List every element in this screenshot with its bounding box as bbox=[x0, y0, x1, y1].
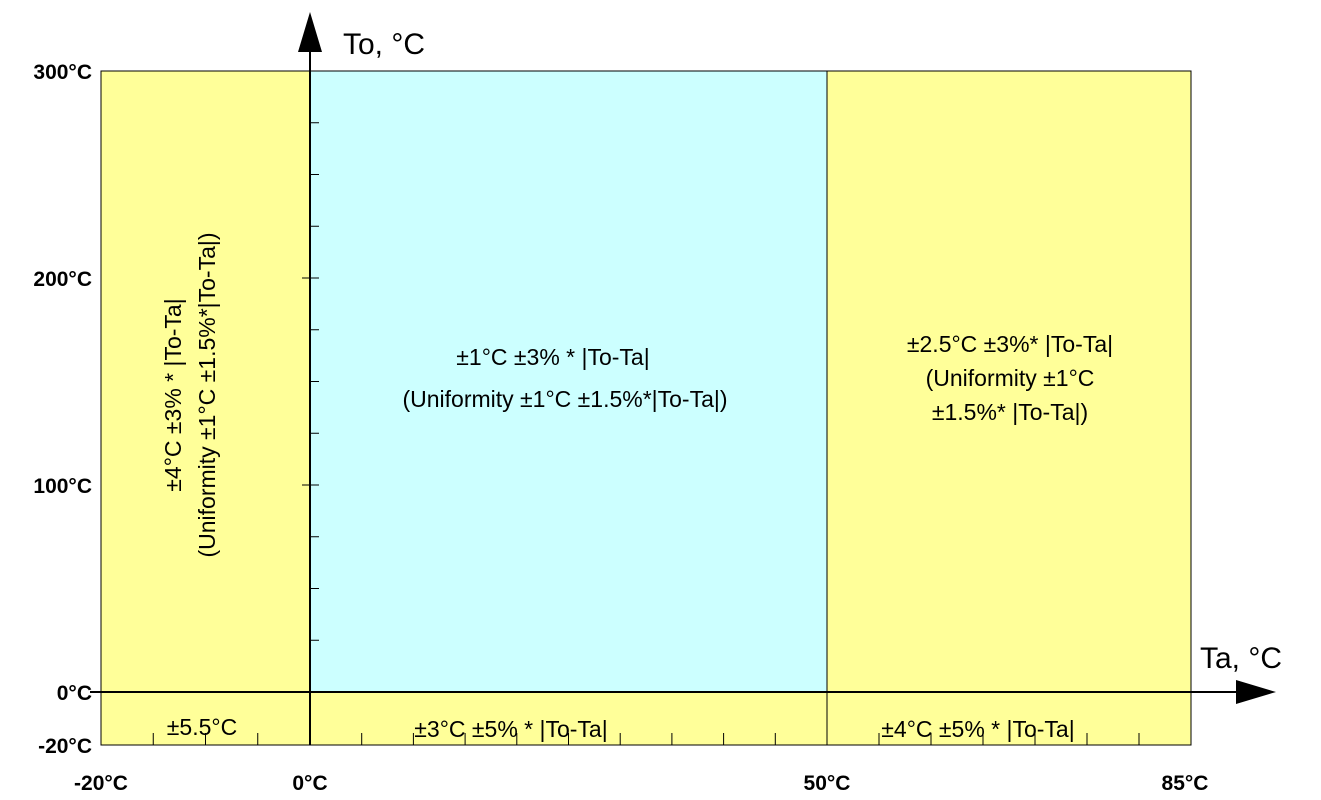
region-hot-ambient-label: ±2.5°C ±3%* |To-Ta| (Uniformity ±1°C ±1.5%… bbox=[907, 331, 1113, 425]
region-cold-object-cold-ambient-label: ±5.5°C bbox=[167, 714, 237, 740]
x-tick-label: -20°C bbox=[74, 772, 128, 795]
y-axis-arrow-icon bbox=[298, 12, 322, 52]
x-tick-label: 0°C bbox=[292, 772, 327, 795]
region-cold-object-standard-label: ±3°C ±5% * |To-Ta| bbox=[414, 716, 607, 742]
region-hot-ambient-label-line: ±2.5°C ±3%* |To-Ta| bbox=[907, 331, 1113, 357]
region-hot-ambient-label-line: ±1.5%* |To-Ta|) bbox=[932, 399, 1088, 425]
y-tick-label: 100°C bbox=[33, 475, 92, 498]
region-cold-object-hot-ambient-label: ±4°C ±5% * |To-Ta| bbox=[881, 716, 1074, 742]
region-cold-object-standard-label-line: ±3°C ±5% * |To-Ta| bbox=[414, 716, 607, 742]
x-axis-title: Ta, °C bbox=[1200, 642, 1282, 675]
y-axis-title: To, °C bbox=[343, 28, 425, 61]
region-standard-label-line: (Uniformity ±1°C ±1.5%*|To-Ta|) bbox=[402, 386, 727, 412]
region-cold-ambient-label-line: ±4°C ±3% * |To-Ta| bbox=[160, 298, 186, 491]
x-tick-label: 50°C bbox=[804, 772, 851, 795]
region-cold-object-hot-ambient-label-line: ±4°C ±5% * |To-Ta| bbox=[881, 716, 1074, 742]
y-tick-label: -20°C bbox=[38, 735, 92, 758]
x-tick-label: 85°C bbox=[1162, 772, 1209, 795]
y-tick-label: 200°C bbox=[33, 268, 92, 291]
region-cold-object-cold-ambient-label-line: ±5.5°C bbox=[167, 714, 237, 740]
region-standard bbox=[310, 71, 827, 692]
y-tick-label: 0°C bbox=[57, 682, 92, 705]
region-cold-ambient-label-line: (Uniformity ±1°C ±1.5%*|To-Ta|) bbox=[194, 232, 220, 557]
region-standard-label-line: ±1°C ±3% * |To-Ta| bbox=[456, 344, 649, 370]
x-axis-arrow-icon bbox=[1236, 680, 1276, 704]
y-tick-label: 300°C bbox=[33, 61, 92, 84]
region-hot-ambient-label-line: (Uniformity ±1°C bbox=[926, 365, 1095, 391]
